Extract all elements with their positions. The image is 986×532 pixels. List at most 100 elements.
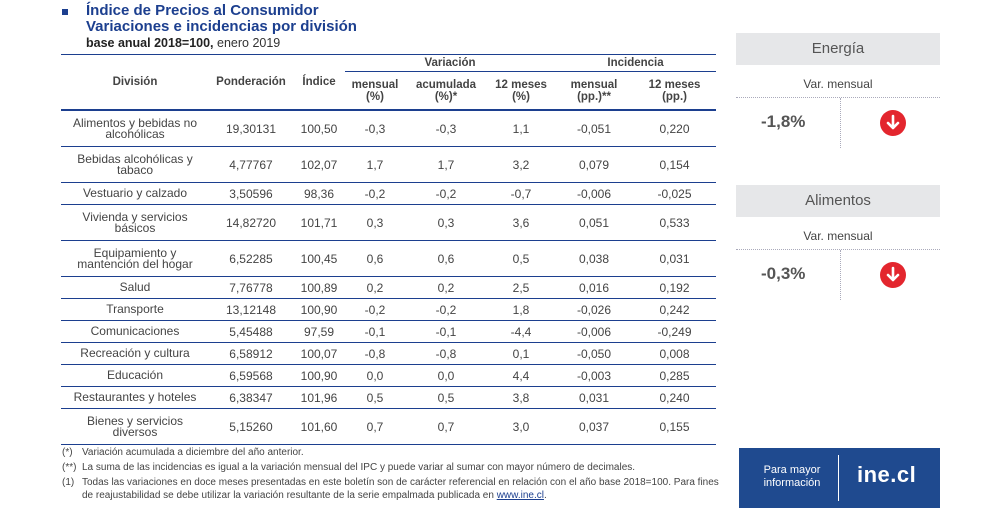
inc-mensual-cell: 0,031 — [555, 386, 634, 409]
division-cell: Vivienda y servicios básicos — [61, 204, 209, 241]
table-row: Transporte 13,12148 100,90 -0,2 -0,2 1,8 -0,02… — [61, 298, 717, 321]
var-acumulada-cell: -0,1 — [405, 320, 487, 343]
note-3: (1) Todas las variaciones en doce meses p… — [62, 477, 719, 501]
var-mensual-cell: -0,3 — [345, 110, 405, 147]
ipc-table: División Ponderación Índice Variación In… — [61, 54, 717, 445]
indice-cell: 100,90 — [293, 298, 345, 321]
table-row: Vestuario y calzado 3,50596 98,36 -0,2 -0,2-… — [61, 182, 717, 205]
header-variacion: Variación — [345, 54, 556, 72]
down-arrow-icon — [880, 110, 906, 136]
indice-cell: 101,71 — [293, 204, 345, 241]
var-mensual-cell: -0,8 — [345, 342, 405, 365]
division-cell: Salud — [61, 276, 209, 299]
indice-cell: 97,59 — [293, 320, 345, 343]
inc-12m-cell: 0,154 — [633, 146, 717, 183]
var-mensual-cell: 0,5 — [345, 386, 405, 409]
var-12m-cell: 2,5 — [487, 276, 556, 299]
indice-cell: 100,90 — [293, 364, 345, 387]
division-cell: Bienes y servicios diversos — [61, 408, 209, 445]
var-12m-cell: 1,8 — [487, 298, 556, 321]
inc-mensual-cell: 0,038 — [555, 240, 634, 277]
indice-cell: 100,07 — [293, 342, 345, 365]
page-subtitle: Variaciones e incidencias por división — [86, 18, 357, 35]
inc-mensual-cell: -0,050 — [555, 342, 634, 365]
inc-mensual-cell: -0,006 — [555, 320, 634, 343]
indice-cell: 100,89 — [293, 276, 345, 299]
inc-mensual-cell: -0,003 — [555, 364, 634, 387]
ponderacion-cell: 6,59568 — [209, 364, 293, 387]
var-mensual-cell: 0,3 — [345, 204, 405, 241]
var-acumulada-cell: -0,2 — [405, 298, 487, 321]
title-bullet — [62, 9, 68, 15]
note-1: (*) Variación acumulada a diciembre del a… — [62, 447, 304, 458]
var-mensual-cell: 0,2 — [345, 276, 405, 299]
division-cell: Restaurantes y hoteles — [61, 386, 209, 409]
alimentos-card: Alimentos Var. mensual -0,3% — [736, 185, 940, 300]
inc-12m-cell: 0,192 — [633, 276, 717, 299]
inc-12m-cell: 0,533 — [633, 204, 717, 241]
var-mensual-cell: -0,2 — [345, 182, 405, 205]
var-acumulada-cell: -0,8 — [405, 342, 487, 365]
header-var-mensual: mensual (%) — [351, 78, 399, 103]
header-inc-12m: 12 meses (pp.) — [648, 78, 701, 103]
var-12m-cell: 1,1 — [487, 110, 556, 147]
division-cell: Educación — [61, 364, 209, 387]
header-ponderacion: Ponderación — [216, 76, 286, 88]
division-cell: Recreación y cultura — [61, 342, 209, 365]
var-12m-cell: 0,1 — [487, 342, 556, 365]
table-row: Bienes y servicios diversos 5,15260 101,60… — [61, 408, 717, 445]
division-cell: Alimentos y bebidas no alcohólicas — [61, 110, 209, 147]
indice-cell: 102,07 — [293, 146, 345, 183]
inc-12m-cell: 0,008 — [633, 342, 717, 365]
var-12m-cell: 3,0 — [487, 408, 556, 445]
base-rest: enero 2019 — [213, 36, 281, 50]
inc-mensual-cell: 0,079 — [555, 146, 634, 183]
indice-cell: 101,60 — [293, 408, 345, 445]
energia-card: Energía Var. mensual -1,8% — [736, 33, 940, 148]
ponderacion-cell: 13,12148 — [209, 298, 293, 321]
table-row: Salud 7,76778 100,89 0,2 0,2 2,5 0,016 0,192 — [61, 276, 717, 299]
inc-12m-cell: 0,242 — [633, 298, 717, 321]
var-acumulada-cell: 0,6 — [405, 240, 487, 277]
inc-mensual-cell: 0,051 — [555, 204, 634, 241]
var-12m-cell: -4,4 — [487, 320, 556, 343]
var-12m-cell: 0,5 — [487, 240, 556, 277]
var-12m-cell: 4,4 — [487, 364, 556, 387]
ponderacion-cell: 5,45488 — [209, 320, 293, 343]
var-12m-cell: 3,8 — [487, 386, 556, 409]
ine-link[interactable]: www.ine.cl — [496, 490, 544, 501]
card-title: Alimentos — [736, 185, 940, 217]
page-title: Índice de Precios al Consumidor — [86, 2, 319, 19]
table-row: Bebidas alcohólicas y tabaco 4,77767 102,0… — [61, 146, 717, 183]
inc-12m-cell: 0,220 — [633, 110, 717, 147]
ponderacion-cell: 6,38347 — [209, 386, 293, 409]
var-acumulada-cell: 0,5 — [405, 386, 487, 409]
indice-cell: 101,96 — [293, 386, 345, 409]
table-row: Educación 6,59568 100,90 0,0 0,0 4,4 -0,003 0,2… — [61, 364, 717, 387]
ponderacion-cell: 19,30131 — [209, 110, 293, 147]
inc-12m-cell: 0,031 — [633, 240, 717, 277]
card-label: Var. mensual — [803, 77, 873, 91]
var-mensual-cell: -0,2 — [345, 298, 405, 321]
var-acumulada-cell: -0,2 — [405, 182, 487, 205]
division-cell: Vestuario y calzado — [61, 182, 209, 205]
base-bold: base anual 2018=100, — [86, 36, 214, 50]
var-acumulada-cell: 0,2 — [405, 276, 487, 299]
ponderacion-cell: 3,50596 — [209, 182, 293, 205]
table-row: Alimentos y bebidas no alcohólicas 19,301… — [61, 110, 717, 147]
table-row: Restaurantes y hoteles 6,38347 101,96 0,5 0,… — [61, 386, 717, 409]
header-indice: Índice — [302, 76, 336, 88]
card-value: -0,3% — [761, 264, 806, 283]
var-acumulada-cell: 0,7 — [405, 408, 487, 445]
var-acumulada-cell: 1,7 — [405, 146, 487, 183]
var-acumulada-cell: 0,3 — [405, 204, 487, 241]
ine-footer-banner[interactable]: Para mayor información ine.cl — [739, 448, 940, 508]
var-12m-cell: -0,7 — [487, 182, 556, 205]
footnotes: (*) Variación acumulada a diciembre del a… — [62, 446, 722, 504]
inc-12m-cell: -0,249 — [633, 320, 717, 343]
inc-mensual-cell: 0,016 — [555, 276, 634, 299]
indice-cell: 100,45 — [293, 240, 345, 277]
inc-mensual-cell: -0,051 — [555, 110, 634, 147]
card-title: Energía — [736, 33, 940, 65]
header-var-12m: 12 meses (%) — [495, 78, 547, 103]
